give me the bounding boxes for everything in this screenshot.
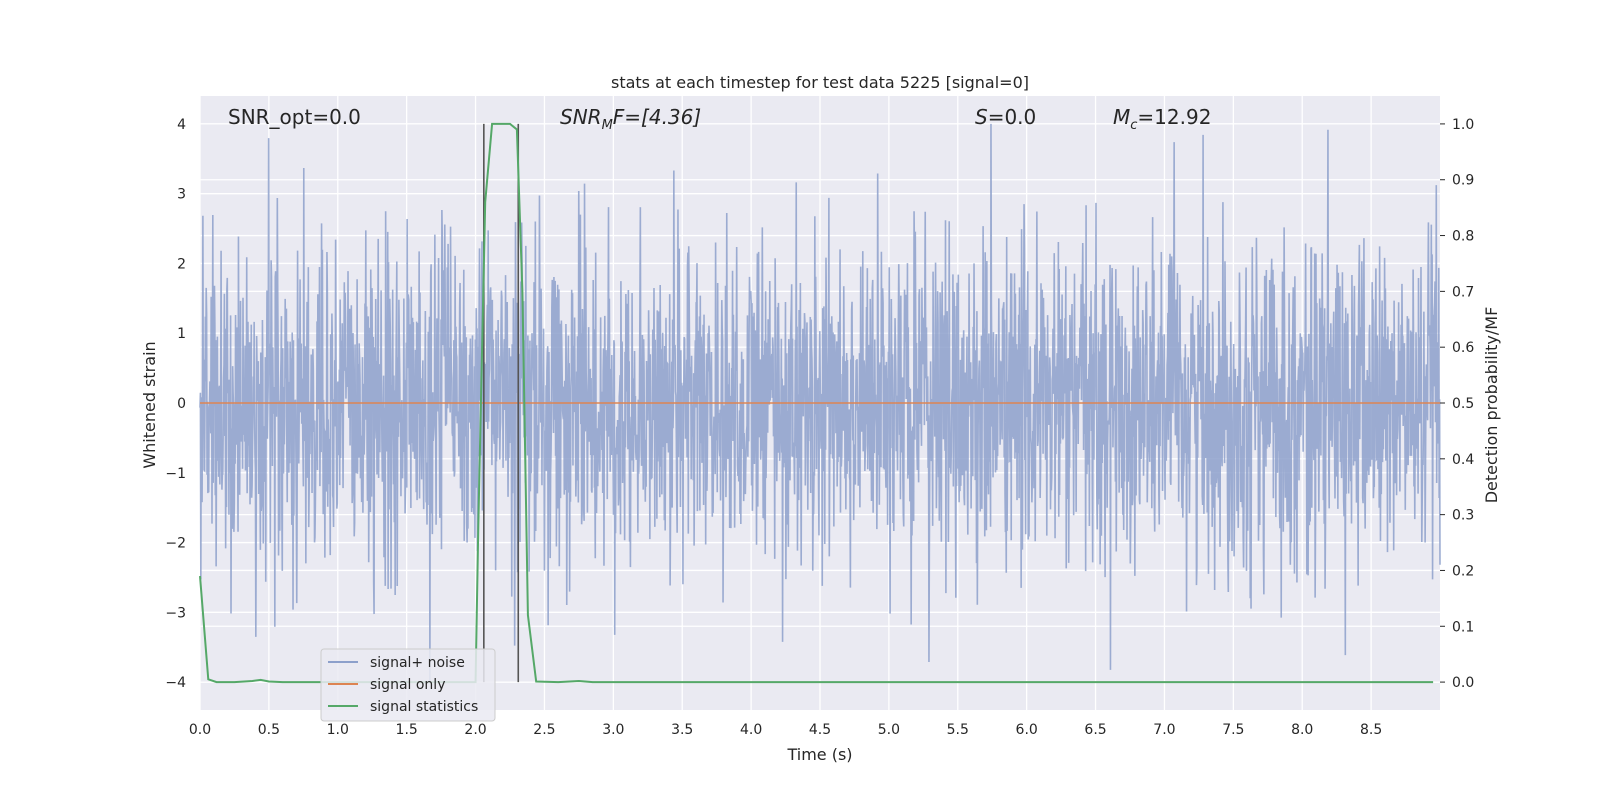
x-tick-label-11: 5.5 — [947, 722, 969, 738]
x-axis-label: Time (s) — [786, 745, 852, 764]
y-tick-label-7: −3 — [165, 605, 186, 621]
noise-series — [199, 123, 1441, 683]
y-tick-label-1: 3 — [177, 187, 186, 203]
y-axis-label: Whitened strain — [140, 341, 159, 468]
chart-title: stats at each timestep for test data 522… — [611, 73, 1029, 92]
y2-tick-label-5: 0.5 — [1452, 396, 1474, 412]
x-tick-label-1: 0.5 — [258, 722, 280, 738]
y2-axis-label: Detection probability/MF — [1482, 307, 1501, 504]
legend-box — [320, 648, 496, 722]
noise-line — [199, 123, 1441, 683]
legend-label-stats: signal statistics — [370, 699, 478, 715]
x-tick-labels: 0.0 0.5 1.0 1.5 2.0 2.5 3.0 3.5 4.0 4.5 5.0 5.5 6.0 6… — [189, 722, 1382, 738]
y2-tick-label-3: 0.7 — [1452, 284, 1474, 300]
y-tick-label-2: 2 — [177, 256, 186, 272]
y-tick-label-6: −2 — [165, 536, 186, 552]
y2-tick-label-10: 0.0 — [1452, 675, 1474, 691]
y2-tick-label-8: 0.2 — [1452, 563, 1474, 579]
annotation-snr-mf: SNRMF=[4.36] — [560, 105, 701, 133]
y2-tick-label-4: 0.6 — [1452, 340, 1474, 356]
x-tick-label-10: 5.0 — [878, 722, 900, 738]
signal-statistics-series — [199, 122, 1434, 684]
x-tick-label-12: 6.0 — [1016, 722, 1038, 738]
y2-tick-label-0: 1.0 — [1452, 117, 1474, 133]
x-tick-label-16: 8.0 — [1291, 722, 1313, 738]
x-tick-label-8: 4.0 — [740, 722, 762, 738]
y-tick-label-0: 4 — [177, 117, 186, 133]
x-tick-label-14: 7.0 — [1153, 722, 1175, 738]
y-tick-label-3: 1 — [177, 326, 186, 342]
y2-tick-label-9: 0.1 — [1452, 619, 1474, 635]
x-tick-label-17: 8.5 — [1360, 722, 1382, 738]
signal-statistics-line — [199, 122, 1434, 684]
y-tick-label-8: −4 — [165, 675, 186, 691]
y2-tick-labels: 1.0 0.9 0.8 0.7 0.6 0.5 0.4 0.3 0.2 0.1 0.0 — [1440, 117, 1474, 691]
annotation-snr-opt: SNR_opt=0.0 — [228, 105, 361, 129]
x-tick-label-0: 0.0 — [189, 722, 211, 738]
x-tick-label-7: 3.5 — [671, 722, 693, 738]
legend: signal+ noise signal only signal statist… — [320, 648, 496, 722]
annotation-s: S=0.0 — [975, 105, 1036, 129]
x-tick-label-13: 6.5 — [1084, 722, 1106, 738]
x-tick-label-6: 3.0 — [602, 722, 624, 738]
annotation-mc: Mc=12.92 — [1113, 105, 1211, 133]
y2-tick-label-6: 0.4 — [1452, 452, 1474, 468]
legend-label-noise: signal+ noise — [370, 655, 465, 671]
y2-tick-label-2: 0.8 — [1452, 229, 1474, 245]
y2-tick-label-1: 0.9 — [1452, 173, 1474, 189]
y-tick-label-4: 0 — [177, 396, 186, 412]
legend-label-signal-only: signal only — [370, 677, 445, 693]
x-tick-label-15: 7.5 — [1222, 722, 1244, 738]
x-tick-label-5: 2.5 — [533, 722, 555, 738]
y-tick-label-5: −1 — [165, 466, 186, 482]
x-tick-label-9: 4.5 — [809, 722, 831, 738]
x-tick-label-4: 2.0 — [464, 722, 486, 738]
x-tick-label-3: 1.5 — [396, 722, 418, 738]
y-tick-labels: 4 3 2 1 0 −1 −2 −3 −4 — [165, 117, 186, 691]
y2-tick-label-7: 0.3 — [1452, 508, 1474, 524]
x-tick-label-2: 1.0 — [327, 722, 349, 738]
vertical-markers — [483, 123, 520, 683]
